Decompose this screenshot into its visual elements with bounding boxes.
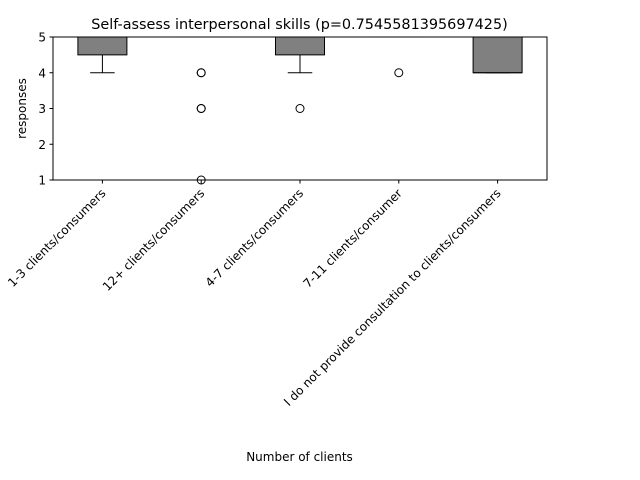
outlier-point: [295, 104, 305, 113]
box-iqr: [472, 36, 523, 74]
box-group-5: [472, 36, 523, 74]
x-tick-label: 7-11 clients/consumer: [300, 186, 404, 290]
box-group-2: [176, 36, 227, 185]
y-tick-label: 1: [38, 174, 46, 188]
x-tick-label: 1-3 clients/consumers: [5, 186, 108, 289]
y-tick-label: 2: [38, 138, 46, 152]
y-tick-label: 4: [38, 66, 46, 80]
box-iqr: [275, 36, 325, 56]
outlier-point: [196, 68, 206, 78]
x-tick-label: I do not provide consultation to clients…: [281, 186, 504, 409]
x-axis-label: Number of clients: [246, 450, 353, 464]
box-group-1: [77, 36, 128, 74]
chart-title: Self-assess interpersonal skills (p=0.75…: [91, 17, 508, 33]
x-tick-label: 4-7 clients/consumers: [203, 186, 306, 289]
box-iqr: [77, 36, 128, 56]
box-group-3: [275, 36, 325, 113]
y-tick-label: 5: [38, 31, 46, 45]
plot-area: [77, 36, 523, 185]
box-group-4: [373, 36, 424, 78]
x-tick-label: 12+ clients/consumers: [100, 186, 208, 294]
outlier-point: [394, 68, 404, 78]
y-axis-label: responses: [15, 78, 29, 139]
outlier-point: [196, 104, 206, 113]
y-tick-label: 3: [38, 102, 46, 116]
